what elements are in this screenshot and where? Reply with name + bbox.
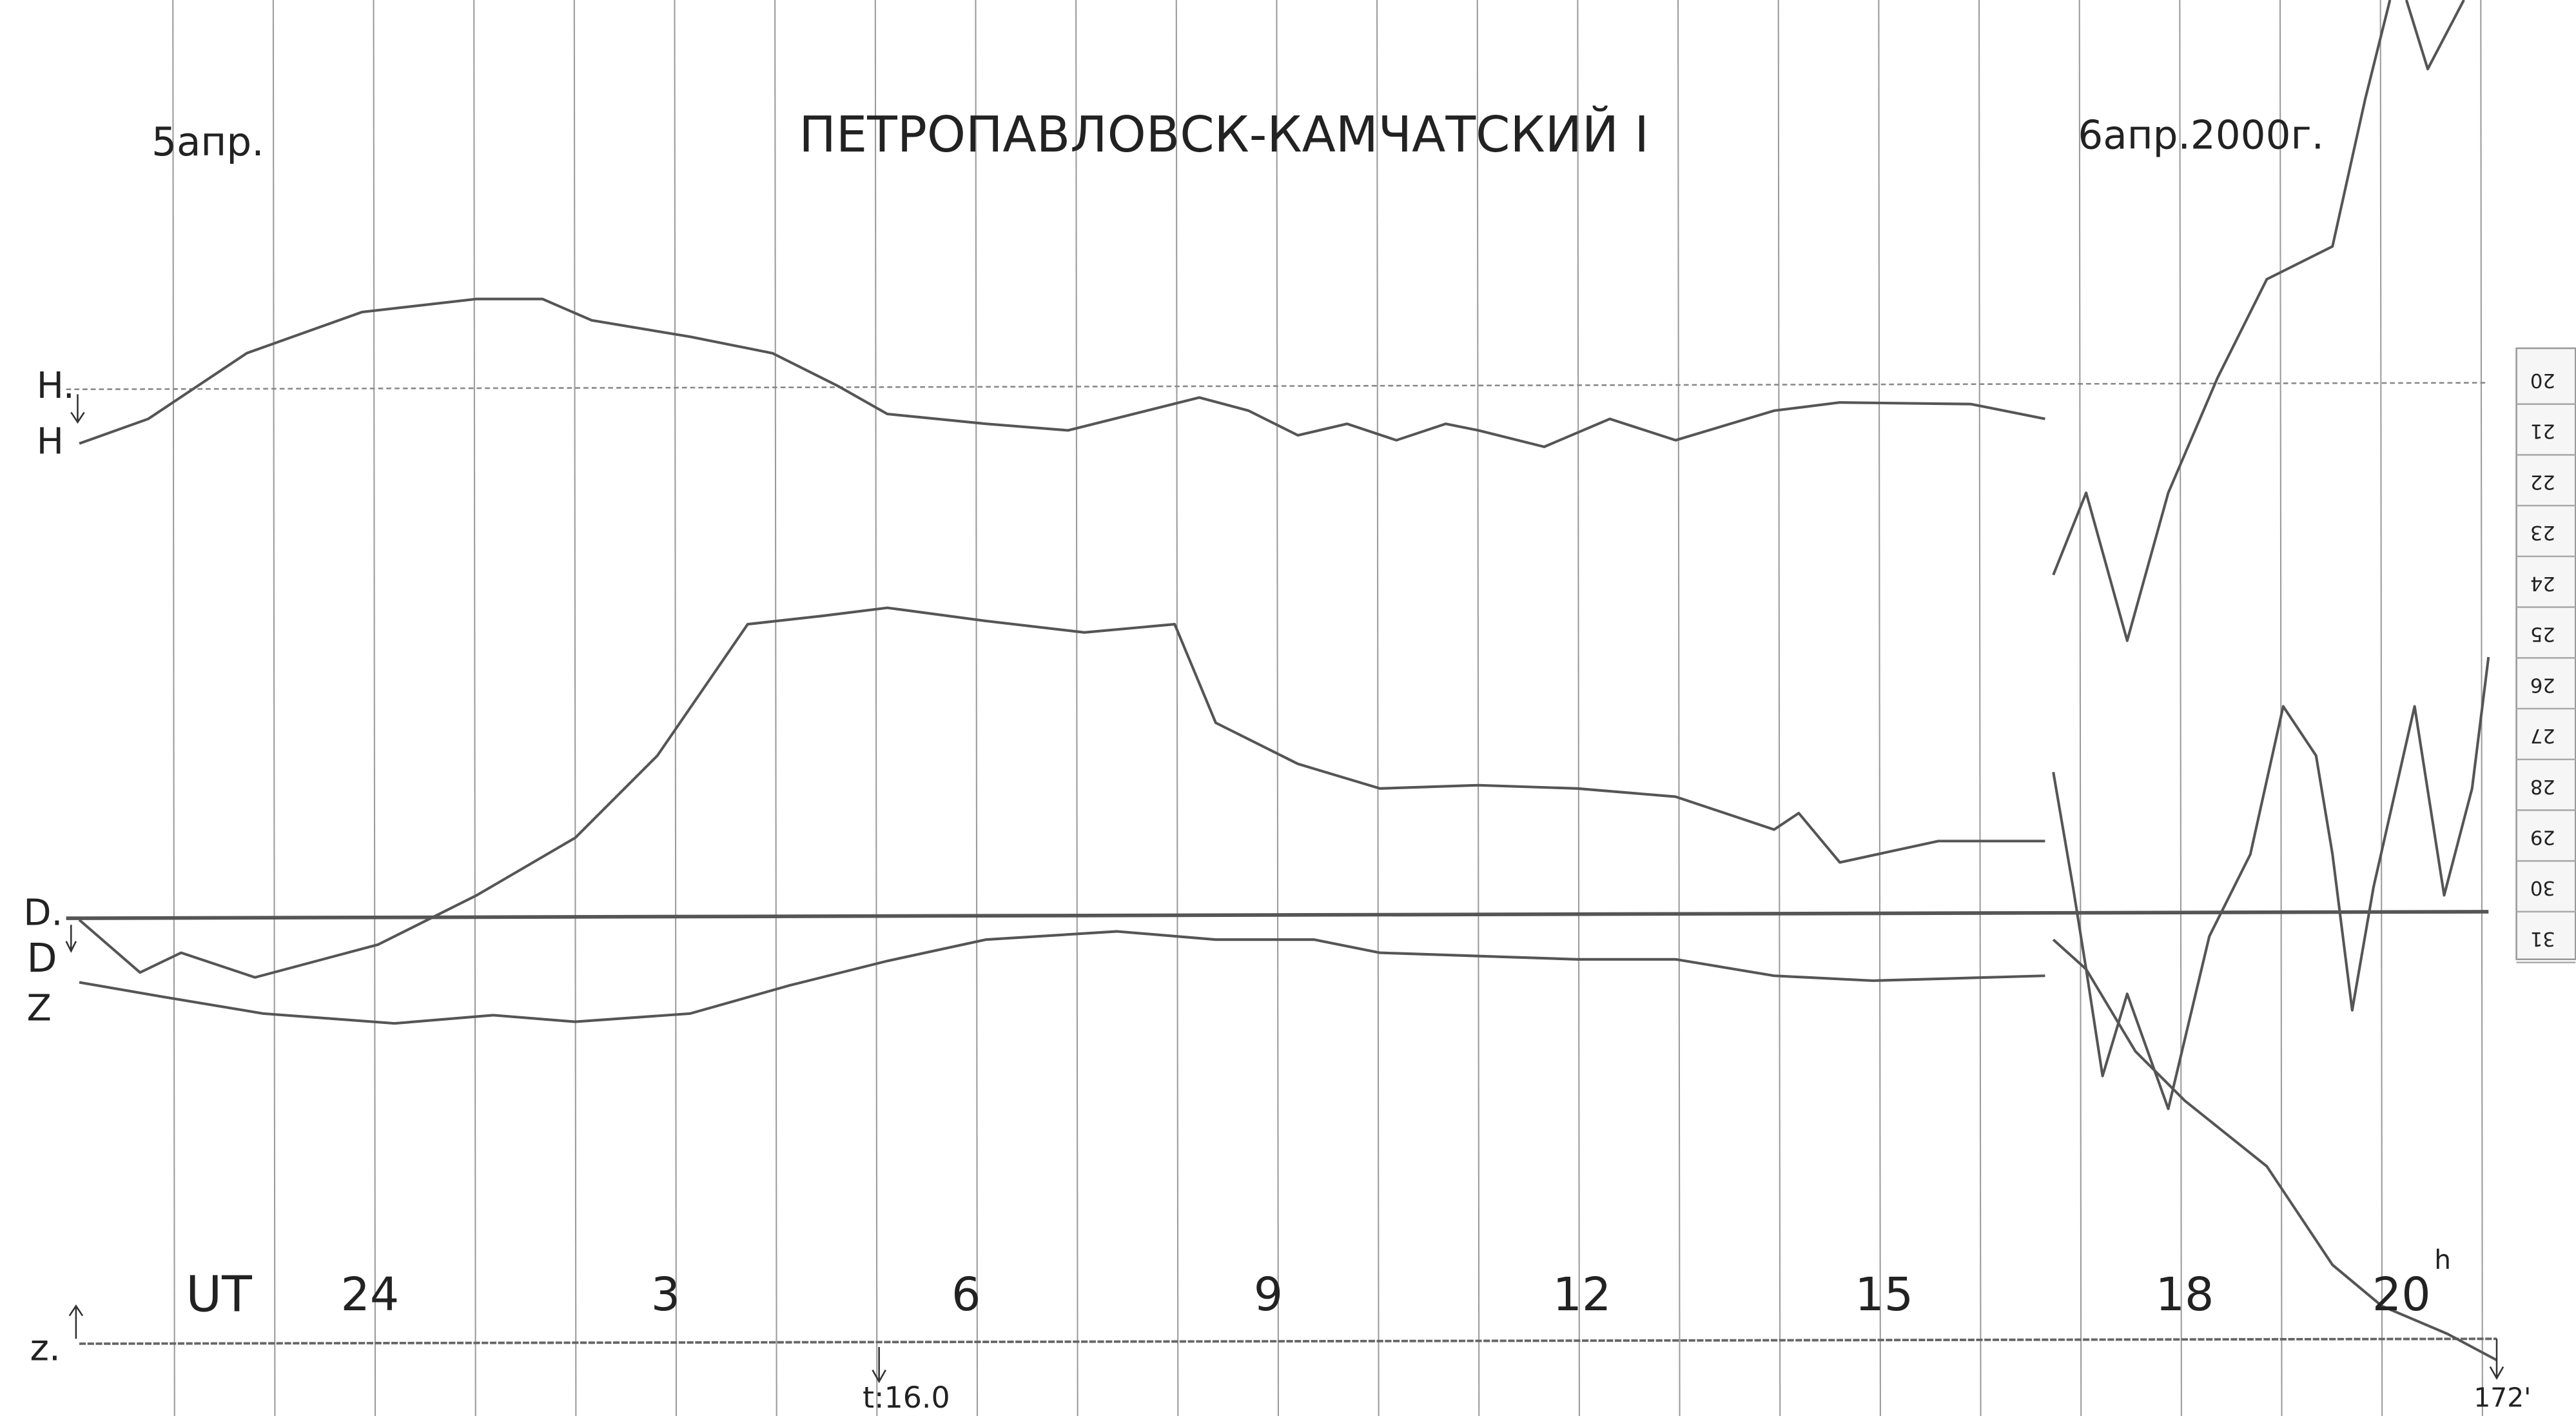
hour-labels: 24 3 6 9 12 15 18 20 bbox=[341, 1268, 2431, 1321]
h-trace-offscale bbox=[2052, 0, 2392, 642]
grid-line bbox=[1476, 0, 1480, 1416]
label-arrows bbox=[65, 394, 85, 1339]
grid-line bbox=[1175, 0, 1179, 1416]
grid-line bbox=[172, 0, 175, 1416]
h-trace bbox=[79, 297, 2045, 448]
grid-line bbox=[774, 0, 777, 1416]
grid-line bbox=[874, 0, 878, 1416]
hour-label: 18 bbox=[2156, 1268, 2214, 1321]
station-title: ПЕТРОПАВЛОВСК-КАМЧАТСКИЙ I bbox=[799, 105, 1648, 164]
scale-label: 21 bbox=[2530, 420, 2555, 442]
d-trace bbox=[78, 606, 2045, 979]
d-base-label: D. bbox=[23, 892, 63, 934]
time-grid bbox=[172, 0, 2483, 1416]
hour-label: 6 bbox=[951, 1268, 981, 1321]
z-trace-offscale bbox=[2052, 938, 2497, 1362]
grid-line bbox=[373, 0, 376, 1416]
scale-label: 28 bbox=[2530, 775, 2555, 798]
grid-line bbox=[272, 0, 276, 1416]
scale-label: 27 bbox=[2530, 724, 2555, 747]
hour-label: 3 bbox=[651, 1268, 680, 1321]
scale-label: 24 bbox=[2530, 572, 2555, 595]
grid-line bbox=[1777, 0, 1781, 1416]
d-trace-offscale bbox=[2052, 656, 2490, 1110]
hour-label: 15 bbox=[1855, 1268, 1913, 1321]
grid-line bbox=[1075, 0, 1078, 1416]
grid-line bbox=[1577, 0, 1580, 1416]
grid-line bbox=[2179, 0, 2182, 1416]
grid-line bbox=[2078, 0, 2082, 1416]
scale-label: 29 bbox=[2530, 825, 2555, 848]
grid-line bbox=[2279, 0, 2283, 1416]
z-label: Z bbox=[26, 987, 51, 1029]
scale-label: 23 bbox=[2530, 521, 2555, 544]
grid-line bbox=[1677, 0, 1681, 1416]
hour-label: 20 bbox=[2372, 1268, 2431, 1321]
hour-label: 9 bbox=[1254, 1268, 1283, 1321]
grid-line bbox=[473, 0, 476, 1416]
date-right: 6апр.2000г. bbox=[2078, 113, 2324, 159]
hour-label: 12 bbox=[1553, 1268, 1612, 1321]
grid-line bbox=[1878, 0, 1881, 1416]
h-baseline bbox=[66, 382, 2489, 391]
scale-label: 25 bbox=[2530, 623, 2555, 645]
scale-label: 31 bbox=[2530, 927, 2555, 950]
grid-line bbox=[1276, 0, 1279, 1416]
scale-label: 26 bbox=[2530, 673, 2555, 696]
scale-label: 22 bbox=[2530, 470, 2555, 493]
scale-label: 20 bbox=[2530, 369, 2555, 391]
z-baseline bbox=[79, 1337, 2497, 1345]
grid-line bbox=[674, 0, 678, 1416]
ut-label: UT bbox=[186, 1266, 252, 1324]
d-label: D bbox=[26, 936, 57, 981]
h-trace-return bbox=[2405, 0, 2465, 71]
scale-labels: 20 21 22 23 24 25 26 27 28 29 30 31 bbox=[2516, 369, 2576, 963]
grid-line bbox=[975, 0, 979, 1416]
mark-arrows bbox=[872, 1339, 2504, 1384]
z-trace bbox=[79, 930, 2045, 1025]
scale-strip bbox=[2515, 347, 2576, 961]
scale-label: 30 bbox=[2530, 876, 2555, 899]
hour-label: 24 bbox=[341, 1268, 400, 1321]
grid-line bbox=[1376, 0, 1380, 1416]
z-base-label: z. bbox=[30, 1328, 61, 1370]
d-baseline bbox=[66, 910, 2489, 920]
time-mark: t:16.0 bbox=[863, 1380, 950, 1415]
h-label: H bbox=[37, 420, 64, 462]
date-left: 5апр. bbox=[151, 119, 264, 165]
grid-line bbox=[1978, 0, 1982, 1416]
end-mark: 172' bbox=[2474, 1382, 2531, 1413]
h-base-label: H. bbox=[37, 365, 75, 407]
grid-line bbox=[2379, 0, 2383, 1416]
hour-unit: h bbox=[2434, 1244, 2451, 1275]
grid-line bbox=[573, 0, 577, 1416]
